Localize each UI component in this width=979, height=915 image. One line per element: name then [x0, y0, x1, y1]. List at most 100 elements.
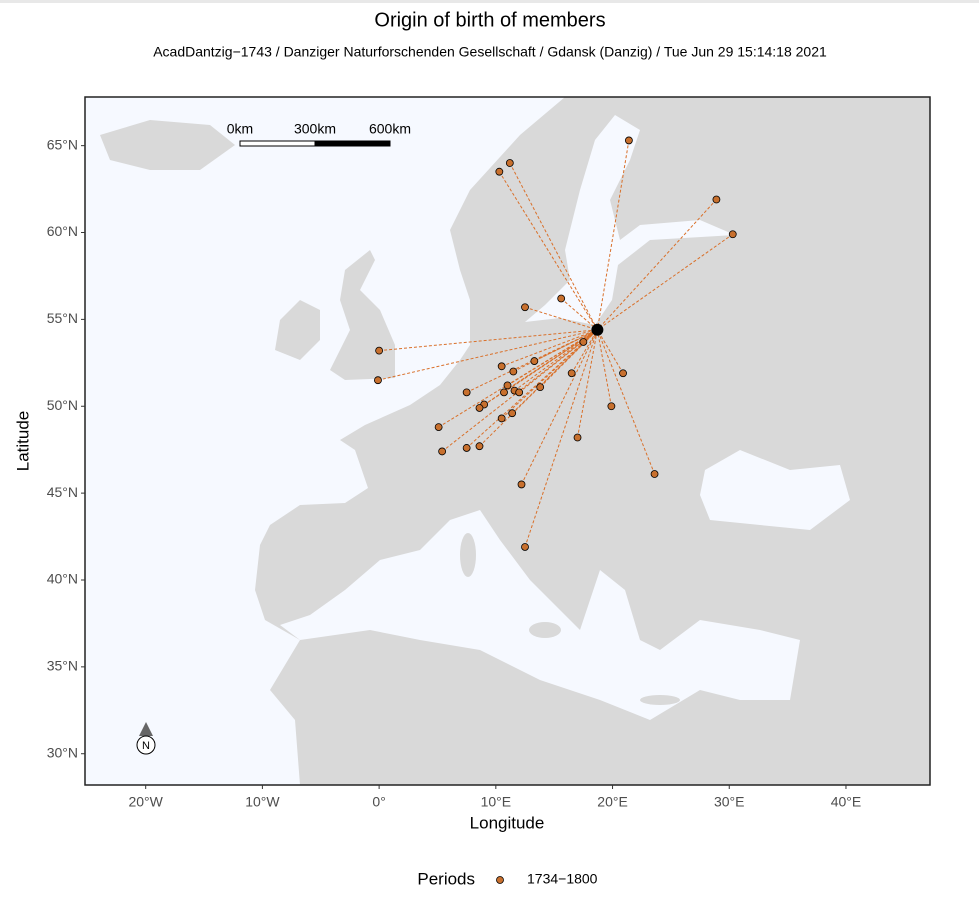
- birth-point: [438, 447, 447, 456]
- birth-point: [557, 294, 566, 303]
- birth-point: [508, 409, 517, 418]
- ireland: [275, 300, 320, 360]
- birth-point: [712, 195, 721, 204]
- birth-point: [500, 388, 508, 397]
- birth-point: [462, 444, 471, 452]
- link-line: [509, 162, 598, 331]
- y-tick-label: 35°N: [47, 658, 78, 674]
- scale-label: 600km: [369, 121, 411, 137]
- birth-point: [517, 480, 526, 489]
- mediterranean: [280, 510, 800, 720]
- iceland: [100, 120, 235, 170]
- birth-point: [497, 362, 506, 371]
- north-circle: [136, 735, 156, 755]
- y-tick-label: 65°N: [47, 136, 78, 152]
- link-line: [596, 329, 624, 374]
- x-tick-label: 0°: [372, 794, 385, 810]
- birth-point: [509, 367, 518, 376]
- link-line: [571, 329, 598, 374]
- chart-title: Origin of birth of members: [374, 9, 605, 31]
- origin-point: [591, 323, 604, 336]
- y-axis-title: Latitude: [13, 411, 32, 472]
- legend-marker: [496, 876, 504, 884]
- link-line: [560, 298, 598, 331]
- birth-point: [619, 369, 627, 378]
- y-tick-label: 40°N: [47, 571, 78, 587]
- top-border: [0, 0, 979, 3]
- link-line: [438, 329, 598, 428]
- x-tick-label: 20°W: [128, 794, 163, 810]
- link-line: [524, 329, 598, 548]
- baltic-sea: [525, 115, 735, 325]
- x-tick-label: 10°W: [245, 794, 280, 810]
- chart-subtitle: AcadDantzig−1743 / Danziger Naturforsche…: [153, 44, 827, 60]
- x-tick-label: 20°E: [597, 794, 628, 810]
- birth-point: [536, 383, 545, 392]
- birth-point: [607, 402, 616, 411]
- birth-point: [515, 388, 524, 397]
- sicily: [529, 622, 561, 638]
- birth-point: [573, 433, 582, 442]
- birth-point: [530, 357, 539, 365]
- black-sea: [700, 450, 850, 530]
- birth-point: [495, 167, 504, 176]
- birth-point: [462, 388, 471, 397]
- link-line: [597, 233, 734, 331]
- north-arrow: N: [136, 722, 156, 755]
- north-label: N: [142, 740, 150, 752]
- birth-point: [579, 338, 588, 346]
- birth-point: [521, 303, 529, 312]
- link-line: [596, 329, 612, 407]
- birth-point: [503, 381, 512, 390]
- birth-point: [728, 230, 737, 239]
- birth-point: [475, 442, 484, 451]
- birth-point: [650, 470, 659, 478]
- x-axis-title: Longitude: [470, 813, 545, 832]
- legend-label: 1734−1800: [527, 871, 598, 887]
- legend-title: Periods: [417, 869, 475, 888]
- link-line: [501, 329, 598, 367]
- plot-border: [84, 96, 931, 786]
- x-tick-label: 10°E: [481, 794, 512, 810]
- y-tick-label: 45°N: [47, 484, 78, 500]
- birth-point: [497, 414, 506, 423]
- link-line: [501, 329, 598, 419]
- x-tick-label: 30°E: [714, 794, 745, 810]
- link-line: [596, 140, 630, 330]
- birth-point: [521, 543, 529, 551]
- scale-segment: [239, 140, 316, 147]
- birth-point: [624, 136, 633, 145]
- y-tick-label: 50°N: [47, 397, 78, 413]
- scale-segment: [314, 140, 391, 147]
- link-line: [507, 329, 598, 386]
- link-line: [379, 329, 598, 352]
- scale-label: 0km: [227, 121, 253, 137]
- data-layer: [374, 136, 737, 551]
- y-tick-label: 55°N: [47, 310, 78, 326]
- scale-label: 300km: [294, 121, 336, 137]
- birth-point: [375, 346, 384, 355]
- y-tick-label: 30°N: [47, 744, 78, 760]
- y-tick-label: 60°N: [47, 223, 78, 239]
- basemap: [85, 97, 930, 785]
- birth-point: [434, 423, 443, 432]
- x-tick-label: 40°E: [831, 794, 862, 810]
- crete: [640, 695, 680, 705]
- scale-bar: 0km 300km 600km: [227, 121, 411, 147]
- link-line: [377, 329, 598, 381]
- link-line: [521, 329, 598, 485]
- link-line: [479, 329, 598, 409]
- link-line: [466, 329, 598, 449]
- birth-point: [505, 159, 514, 167]
- link-line: [596, 329, 656, 475]
- link-line: [441, 329, 598, 452]
- link-line: [518, 329, 598, 393]
- link-line: [596, 199, 717, 331]
- link-line: [577, 329, 598, 438]
- birth-point: [475, 404, 484, 412]
- birth-point: [374, 376, 382, 385]
- link-line: [513, 329, 598, 372]
- link-line: [524, 306, 598, 331]
- birth-point: [567, 369, 576, 378]
